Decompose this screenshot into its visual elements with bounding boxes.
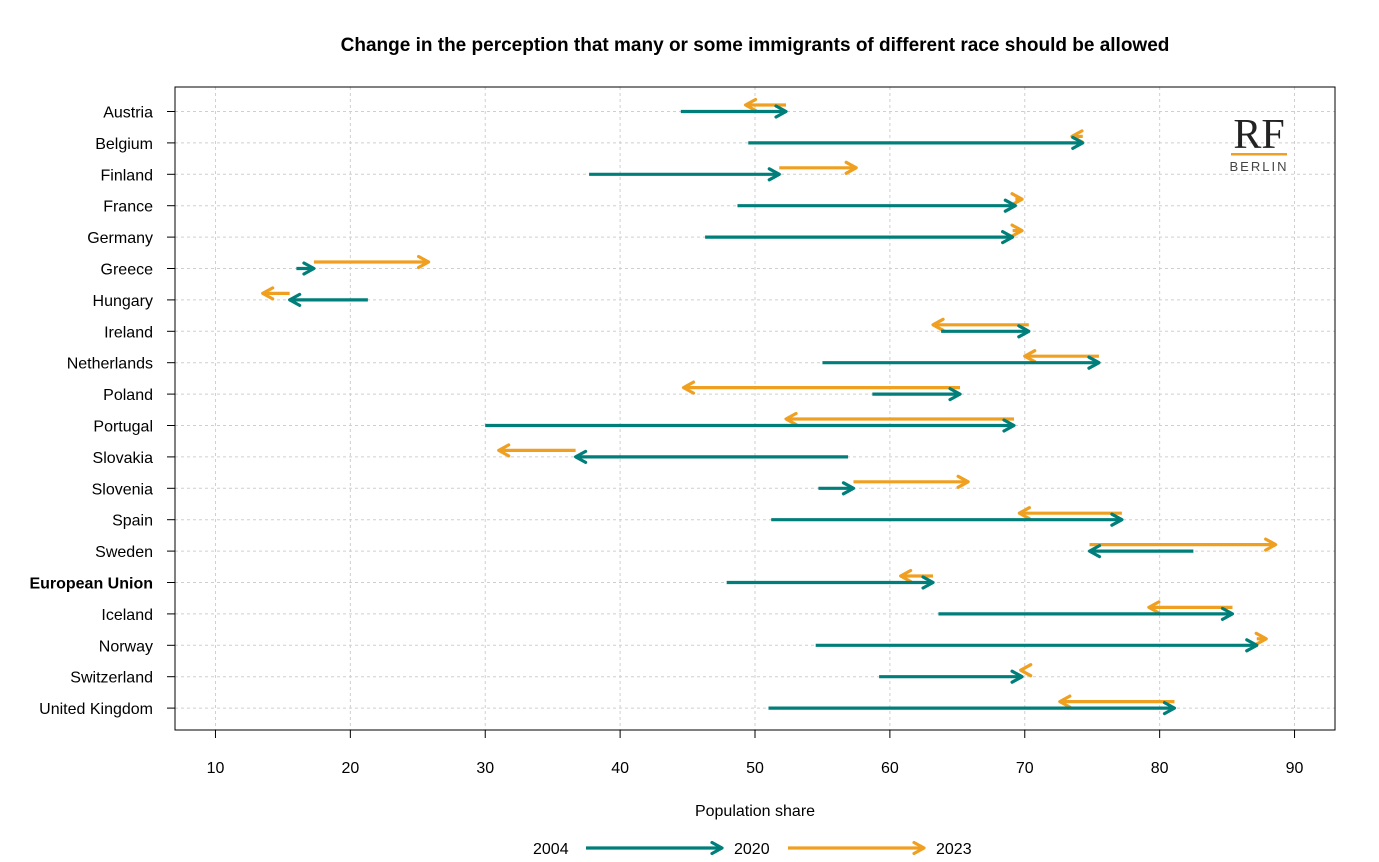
x-tick-label: 10 (207, 760, 225, 777)
arrow-2020-2023 (313, 254, 431, 270)
arrow-2020-2023 (1147, 600, 1233, 615)
y-tick-label: Slovenia (92, 481, 153, 498)
legend: 2004 2020 2023 (533, 840, 972, 858)
x-axis-label: Population share (695, 803, 815, 820)
legend-label: 2004 (533, 841, 569, 858)
y-tick-label: France (103, 199, 153, 216)
arrow-2004-2020 (771, 512, 1124, 527)
logo-sub-text: BERLIN (1230, 159, 1289, 174)
x-tick-label: 30 (476, 760, 494, 777)
arrow-2004-2020 (938, 606, 1235, 622)
arrow-2020-2023 (497, 443, 576, 458)
arrow-2004-2020 (872, 387, 962, 402)
rf-berlin-logo: RF BERLIN (1230, 112, 1289, 174)
grid-layer (175, 87, 1335, 730)
y-tick-label: Finland (101, 167, 153, 184)
y-tick-label: Germany (87, 230, 153, 247)
arrow-2004-2020 (1087, 543, 1194, 559)
arrow-2020-2023 (853, 474, 970, 489)
legend-arrow-teal (586, 840, 724, 856)
x-tick-label: 20 (341, 760, 359, 777)
x-tick-label: 40 (611, 760, 629, 777)
y-tick-label: Sweden (95, 544, 153, 561)
arrow-2004-2020 (680, 104, 788, 119)
arrow-2004-2020 (941, 324, 1031, 339)
x-tick-label: 90 (1286, 760, 1304, 777)
y-axis: Austria Belgium Finland France Germany Greece… (29, 105, 175, 718)
arrow-2020-2023 (899, 568, 934, 584)
arrow-2020-2023 (784, 411, 1014, 427)
arrow-2004-2020 (748, 135, 1085, 150)
legend-label: 2023 (936, 841, 972, 858)
arrow-2004-2020 (879, 669, 1024, 684)
arrow-2004-2020 (815, 638, 1259, 653)
arrow-2004-2020 (574, 449, 849, 464)
arrow-2020-2023 (1089, 537, 1278, 552)
arrow-2004-2020 (589, 167, 781, 182)
y-tick-label: Portugal (93, 419, 153, 436)
arrow-2004-2020 (818, 481, 856, 496)
arrow-2020-2023 (1010, 223, 1024, 238)
y-tick-label: Slovakia (93, 450, 154, 467)
y-tick-label: Norway (99, 638, 153, 655)
arrow-2020-2023 (1254, 631, 1268, 646)
arrow-2004-2020 (822, 355, 1101, 370)
arrow-2020-2023 (743, 97, 787, 113)
arrow-2004-2020 (737, 198, 1017, 213)
x-axis: 10 20 30 40 50 60 70 80 90 (207, 729, 1304, 777)
y-tick-label: Netherlands (67, 356, 153, 373)
arrow-2004-2020 (485, 418, 1016, 433)
arrow-2004-2020 (768, 700, 1177, 716)
arrow-2020-2023 (1010, 192, 1024, 207)
x-tick-label: 70 (1016, 760, 1034, 777)
arrow-2020-2023 (1023, 349, 1099, 364)
arrow-2004-2020 (288, 292, 368, 307)
arrow-2020-2023 (779, 160, 858, 175)
arrow-2020-2023 (681, 380, 961, 395)
y-tick-label: European Union (29, 576, 153, 593)
x-tick-label: 60 (881, 760, 899, 777)
arrow-2020-2023 (1019, 663, 1033, 678)
y-tick-label: Austria (103, 105, 153, 122)
x-tick-label: 50 (746, 760, 764, 777)
marks-layer (261, 97, 1278, 716)
arrow-2004-2020 (296, 261, 316, 276)
x-tick-label: 80 (1151, 760, 1169, 777)
y-tick-label: United Kingdom (39, 701, 153, 718)
y-tick-label: Poland (103, 387, 153, 404)
y-tick-label: Ireland (104, 324, 153, 341)
arrow-2020-2023 (1017, 506, 1122, 521)
arrow-2020-2023 (261, 286, 290, 301)
chart-title: Change in the perception that many or so… (341, 35, 1170, 56)
y-tick-label: Belgium (95, 136, 153, 153)
arrow-2004-2020 (726, 575, 935, 590)
arrow-2020-2023 (931, 317, 1029, 332)
y-tick-label: Iceland (101, 607, 153, 624)
y-tick-label: Greece (101, 262, 154, 279)
logo-main-text: RF (1233, 112, 1284, 158)
legend-arrow-orange (788, 840, 926, 856)
logo-accent-line (1231, 153, 1287, 156)
y-tick-label: Hungary (93, 293, 153, 310)
y-tick-label: Switzerland (70, 670, 153, 687)
arrow-2004-2020 (705, 230, 1015, 245)
legend-label: 2020 (734, 841, 770, 858)
y-tick-label: Spain (112, 513, 153, 530)
arrow-2020-2023 (1058, 694, 1175, 709)
